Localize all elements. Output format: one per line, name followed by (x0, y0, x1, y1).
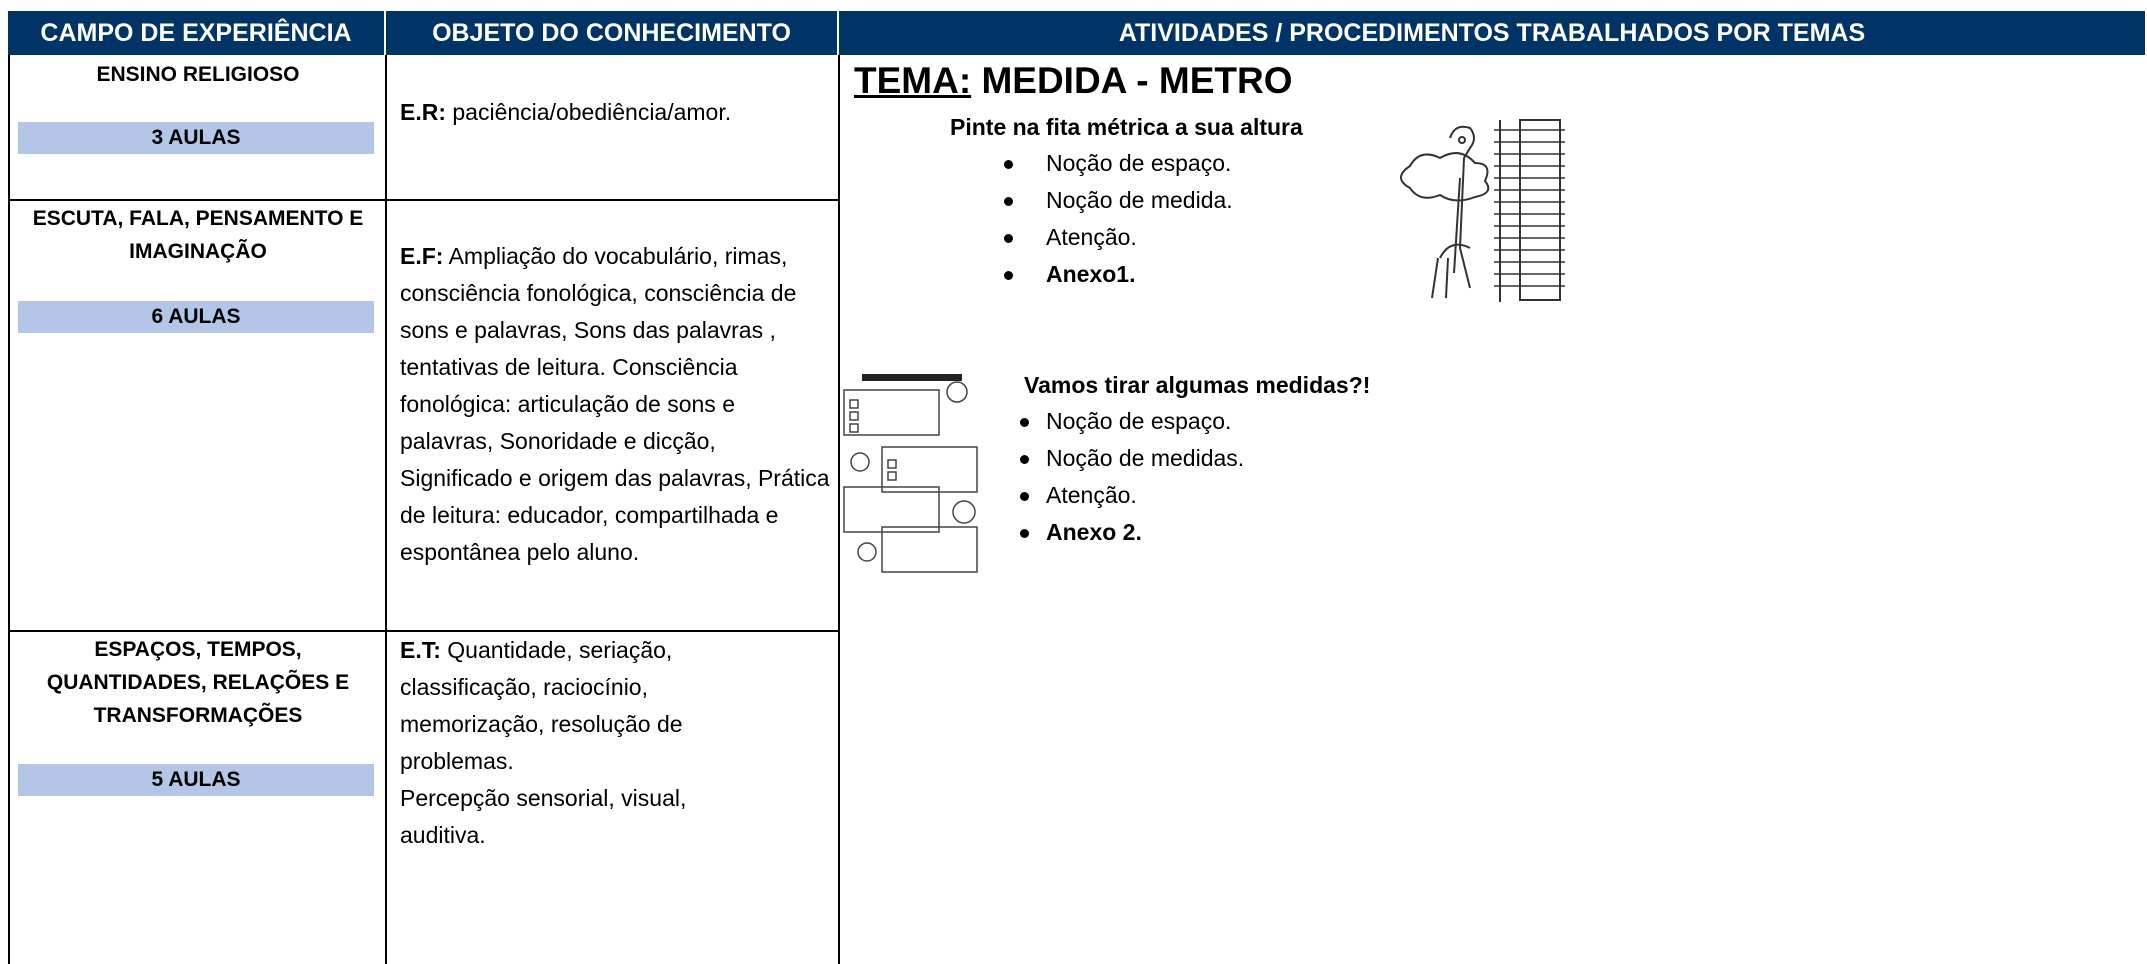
border (8, 630, 839, 632)
bullet-item: Noção de medidas. (1046, 445, 1245, 471)
bullet (1020, 492, 1029, 501)
aulas: 6 AULAS (18, 301, 374, 333)
bullet (1004, 234, 1013, 243)
bullet (1020, 418, 1029, 427)
bullet-item: Noção de medida. (1046, 187, 1233, 213)
column-header: ATIVIDADES / PROCEDIMENTOS TRABALHADOS P… (839, 11, 2147, 55)
border (385, 55, 387, 964)
giraffe-illustration (1400, 119, 1565, 302)
objeto-label: E.F: (400, 243, 444, 269)
block-heading: Pinte na fita métrica a sua altura (950, 114, 1303, 140)
objeto-label: E.T: (400, 637, 441, 663)
bullet (1004, 271, 1013, 280)
bullet (1020, 529, 1029, 538)
border (8, 199, 839, 201)
column-header: OBJETO DO CONHECIMENTO (386, 11, 839, 55)
campo: ESCUTA, FALA, PENSAMENTO E IMAGINAÇÃO (32, 207, 364, 263)
theme-label: TEMA: (854, 60, 972, 101)
bullet-item: Atenção. (1046, 482, 1137, 508)
bullet-item: Anexo 2. (1046, 519, 1142, 545)
bullet-item: Atenção. (1046, 224, 1137, 250)
objeto-text: Quantidade, seriação, classificação, rac… (400, 637, 683, 774)
objeto: E.R: paciência/obediência/amor. (400, 94, 830, 131)
objeto: E.T: Quantidade, seriação, classificação… (400, 632, 740, 854)
objeto: E.F: Ampliação do vocabulário, rimas, co… (400, 238, 830, 571)
border (838, 55, 840, 964)
campo: ESPAÇOS, TEMPOS, QUANTIDADES, RELAÇÕES E… (46, 638, 350, 727)
bullet (1020, 455, 1029, 464)
bullet-item: Noção de espaço. (1046, 150, 1232, 176)
bullet (1004, 197, 1013, 206)
bullet-item: Anexo1. (1046, 261, 1136, 287)
campo: ENSINO RELIGIOSO (96, 63, 300, 86)
objeto-text: paciência/obediência/amor. (452, 99, 732, 125)
objeto-label: E.R: (400, 99, 446, 125)
theme-title: TEMA: MEDIDA - METRO (854, 60, 1293, 102)
objeto-text: Ampliação do vocabulário, rimas, consciê… (400, 243, 830, 565)
bullet-item: Noção de espaço. (1046, 408, 1232, 434)
bullet (1004, 160, 1013, 169)
border (8, 55, 10, 964)
theme: MEDIDA - METRO (981, 60, 1293, 101)
block-heading: Vamos tirar algumas medidas?! (1024, 372, 1371, 398)
worksheet-title-bar (862, 374, 962, 381)
aulas: 5 AULAS (18, 764, 374, 796)
worksheet-illustration (843, 374, 978, 573)
column-header: CAMPO DE EXPERIÊNCIA (8, 11, 386, 55)
aulas: 3 AULAS (18, 122, 374, 154)
objeto-text: Percepção sensorial, visual, auditiva. (400, 785, 687, 848)
